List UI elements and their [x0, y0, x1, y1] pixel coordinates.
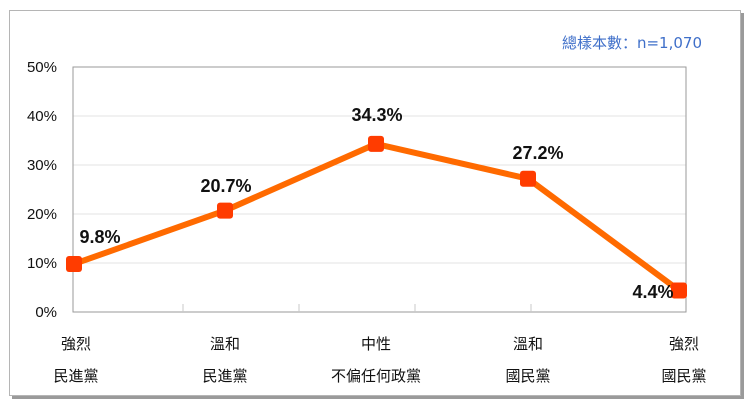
data-point-marker: [368, 135, 384, 152]
data-label: 27.2%: [512, 143, 563, 163]
data-point-marker: [671, 282, 687, 299]
x-category-label: 中性 不偏任何政黨: [330, 335, 421, 385]
x-category-label: 溫和 國民黨: [505, 335, 551, 385]
data-point-marker: [217, 202, 233, 219]
data-line: [72, 140, 681, 293]
data-point-marker: [66, 255, 82, 272]
chart-frame: [9, 10, 741, 396]
y-tick-label: 10%: [27, 255, 57, 272]
plot-area: [72, 66, 687, 313]
y-tick-label: 40%: [27, 108, 57, 125]
y-tick-label: 30%: [27, 157, 57, 174]
y-tick-label: 20%: [27, 206, 57, 223]
x-category-label: 強烈 國民黨: [661, 335, 707, 385]
data-label: 20.7%: [200, 176, 251, 196]
data-label: 34.3%: [351, 105, 402, 125]
x-category-label: 強烈 民進黨: [53, 335, 99, 385]
x-category-label: 溫和 民進黨: [202, 335, 248, 385]
data-label: 4.4%: [632, 282, 673, 302]
data-point-marker: [520, 170, 536, 187]
data-label: 9.8%: [79, 227, 120, 247]
y-tick-label: 0%: [35, 304, 57, 321]
y-tick-label: 50%: [27, 59, 57, 76]
sample-size-note: 總樣本數：n=1,070: [561, 34, 702, 52]
